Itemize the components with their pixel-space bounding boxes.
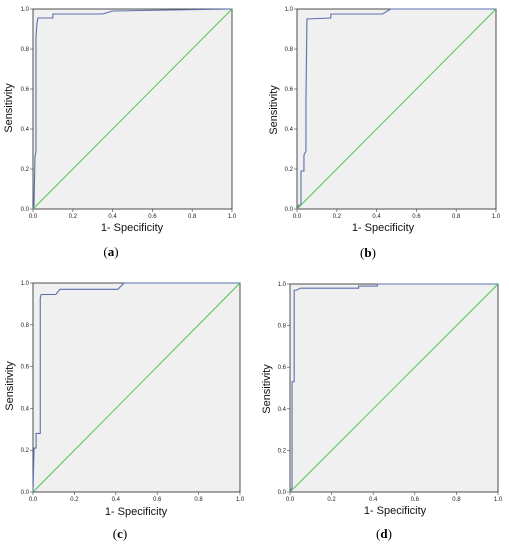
y-tick-label: 1.0 (278, 282, 287, 288)
y-axis-label: Sensitivity (4, 361, 16, 411)
reference-line-d (289, 283, 499, 493)
y-tick-label: 0.6 (21, 87, 30, 93)
y-tick-label: 0.2 (21, 448, 30, 454)
x-tick-label: 0.4 (372, 214, 381, 220)
x-tick-label: 0.8 (452, 214, 461, 220)
y-tick-label: 0.6 (285, 87, 294, 93)
x-tick-label: 0.4 (112, 497, 121, 503)
x-tick-label: 0.0 (286, 497, 295, 503)
y-tick-label: 0.6 (21, 365, 30, 371)
y-tick-label: 0.2 (285, 167, 294, 173)
x-tick-label: 0.6 (412, 214, 421, 220)
panel-label-d: (d) (376, 526, 392, 541)
y-tick-label: 0.8 (21, 323, 30, 329)
y-tick-label: 0.0 (21, 490, 30, 496)
x-tick-label: 0.0 (293, 214, 302, 220)
roc-curve-d (289, 283, 498, 493)
y-tick-label: 0.8 (285, 47, 294, 53)
x-axis-label: 1- Specificity (101, 222, 164, 234)
y-tick-label: 0.4 (285, 127, 294, 133)
reference-line-c (32, 282, 241, 493)
x-tick-label: 0.0 (29, 497, 38, 503)
panel-label-c: (c) (113, 526, 127, 541)
y-axis-label: Sensitivity (268, 85, 280, 135)
roc-panel-d: 0.0 0.2 0.4 0.6 0.8 1.0 0.0 0.2 0.4 0.6 0.8 1.0 1- S… (261, 282, 503, 541)
x-tick-label: 0.6 (148, 214, 157, 220)
reference-line-a (32, 8, 233, 210)
y-tick-label: 0.4 (278, 407, 287, 413)
x-axis-label: 1- Specificity (352, 222, 415, 234)
x-tick-label: 0.4 (108, 214, 117, 220)
panel-label-a: (a) (103, 244, 118, 259)
y-tick-label: 0.8 (278, 324, 287, 330)
roc-panel-b: 0.0 0.2 0.4 0.6 0.8 1.0 0.0 0.2 0.4 0.6 0.8 1.0 1- S… (268, 7, 501, 260)
x-tick-label: 0.2 (70, 497, 79, 503)
y-tick-label: 1.0 (21, 7, 30, 13)
x-tick-label: 0.0 (29, 214, 38, 220)
y-tick-label: 1.0 (285, 7, 294, 13)
x-tick-label: 0.8 (194, 497, 203, 503)
x-axis-label: 1- Specificity (364, 505, 427, 517)
x-tick-label: 0.8 (188, 214, 197, 220)
y-axis-label: Sensitivity (261, 364, 273, 414)
roc-panel-a: 0.0 0.2 0.4 0.6 0.8 1.0 0.0 0.2 0.4 0.6 0.8 1.0 1- S… (3, 7, 237, 259)
y-tick-label: 1.0 (21, 281, 30, 287)
x-tick-label: 0.6 (411, 497, 420, 503)
x-tick-label: 0.4 (369, 497, 378, 503)
x-tick-label: 1.0 (494, 497, 503, 503)
x-tick-label: 1.0 (236, 497, 245, 503)
x-tick-label: 0.2 (327, 497, 336, 503)
x-tick-label: 1.0 (492, 214, 501, 220)
y-axis-label: Sensitivity (3, 83, 15, 133)
roc-panel-c: 0.0 0.2 0.4 0.6 0.8 1.0 0.0 0.2 0.4 0.6 0.8 1.0 1- S… (4, 281, 245, 541)
y-tick-label: 0.6 (278, 365, 287, 371)
x-tick-label: 0.2 (333, 214, 342, 220)
roc-curve-c (32, 282, 240, 493)
y-tick-label: 0.0 (21, 207, 30, 213)
x-tick-label: 0.2 (69, 214, 78, 220)
y-tick-label: 0.8 (21, 47, 30, 53)
x-tick-label: 0.8 (452, 497, 461, 503)
reference-line-b (296, 8, 497, 210)
y-tick-label: 0.4 (21, 406, 30, 412)
y-tick-label: 0.2 (21, 167, 30, 173)
y-tick-label: 0.0 (285, 207, 294, 213)
x-tick-label: 1.0 (228, 214, 237, 220)
y-tick-label: 0.0 (278, 490, 287, 496)
x-tick-label: 0.6 (153, 497, 162, 503)
roc-curve-b (296, 8, 496, 210)
panel-label-b: (b) (360, 245, 376, 260)
roc-curve-a (32, 8, 233, 210)
y-tick-label: 0.2 (278, 448, 287, 454)
x-axis-label: 1- Specificity (105, 506, 168, 518)
y-tick-label: 0.4 (21, 127, 30, 133)
